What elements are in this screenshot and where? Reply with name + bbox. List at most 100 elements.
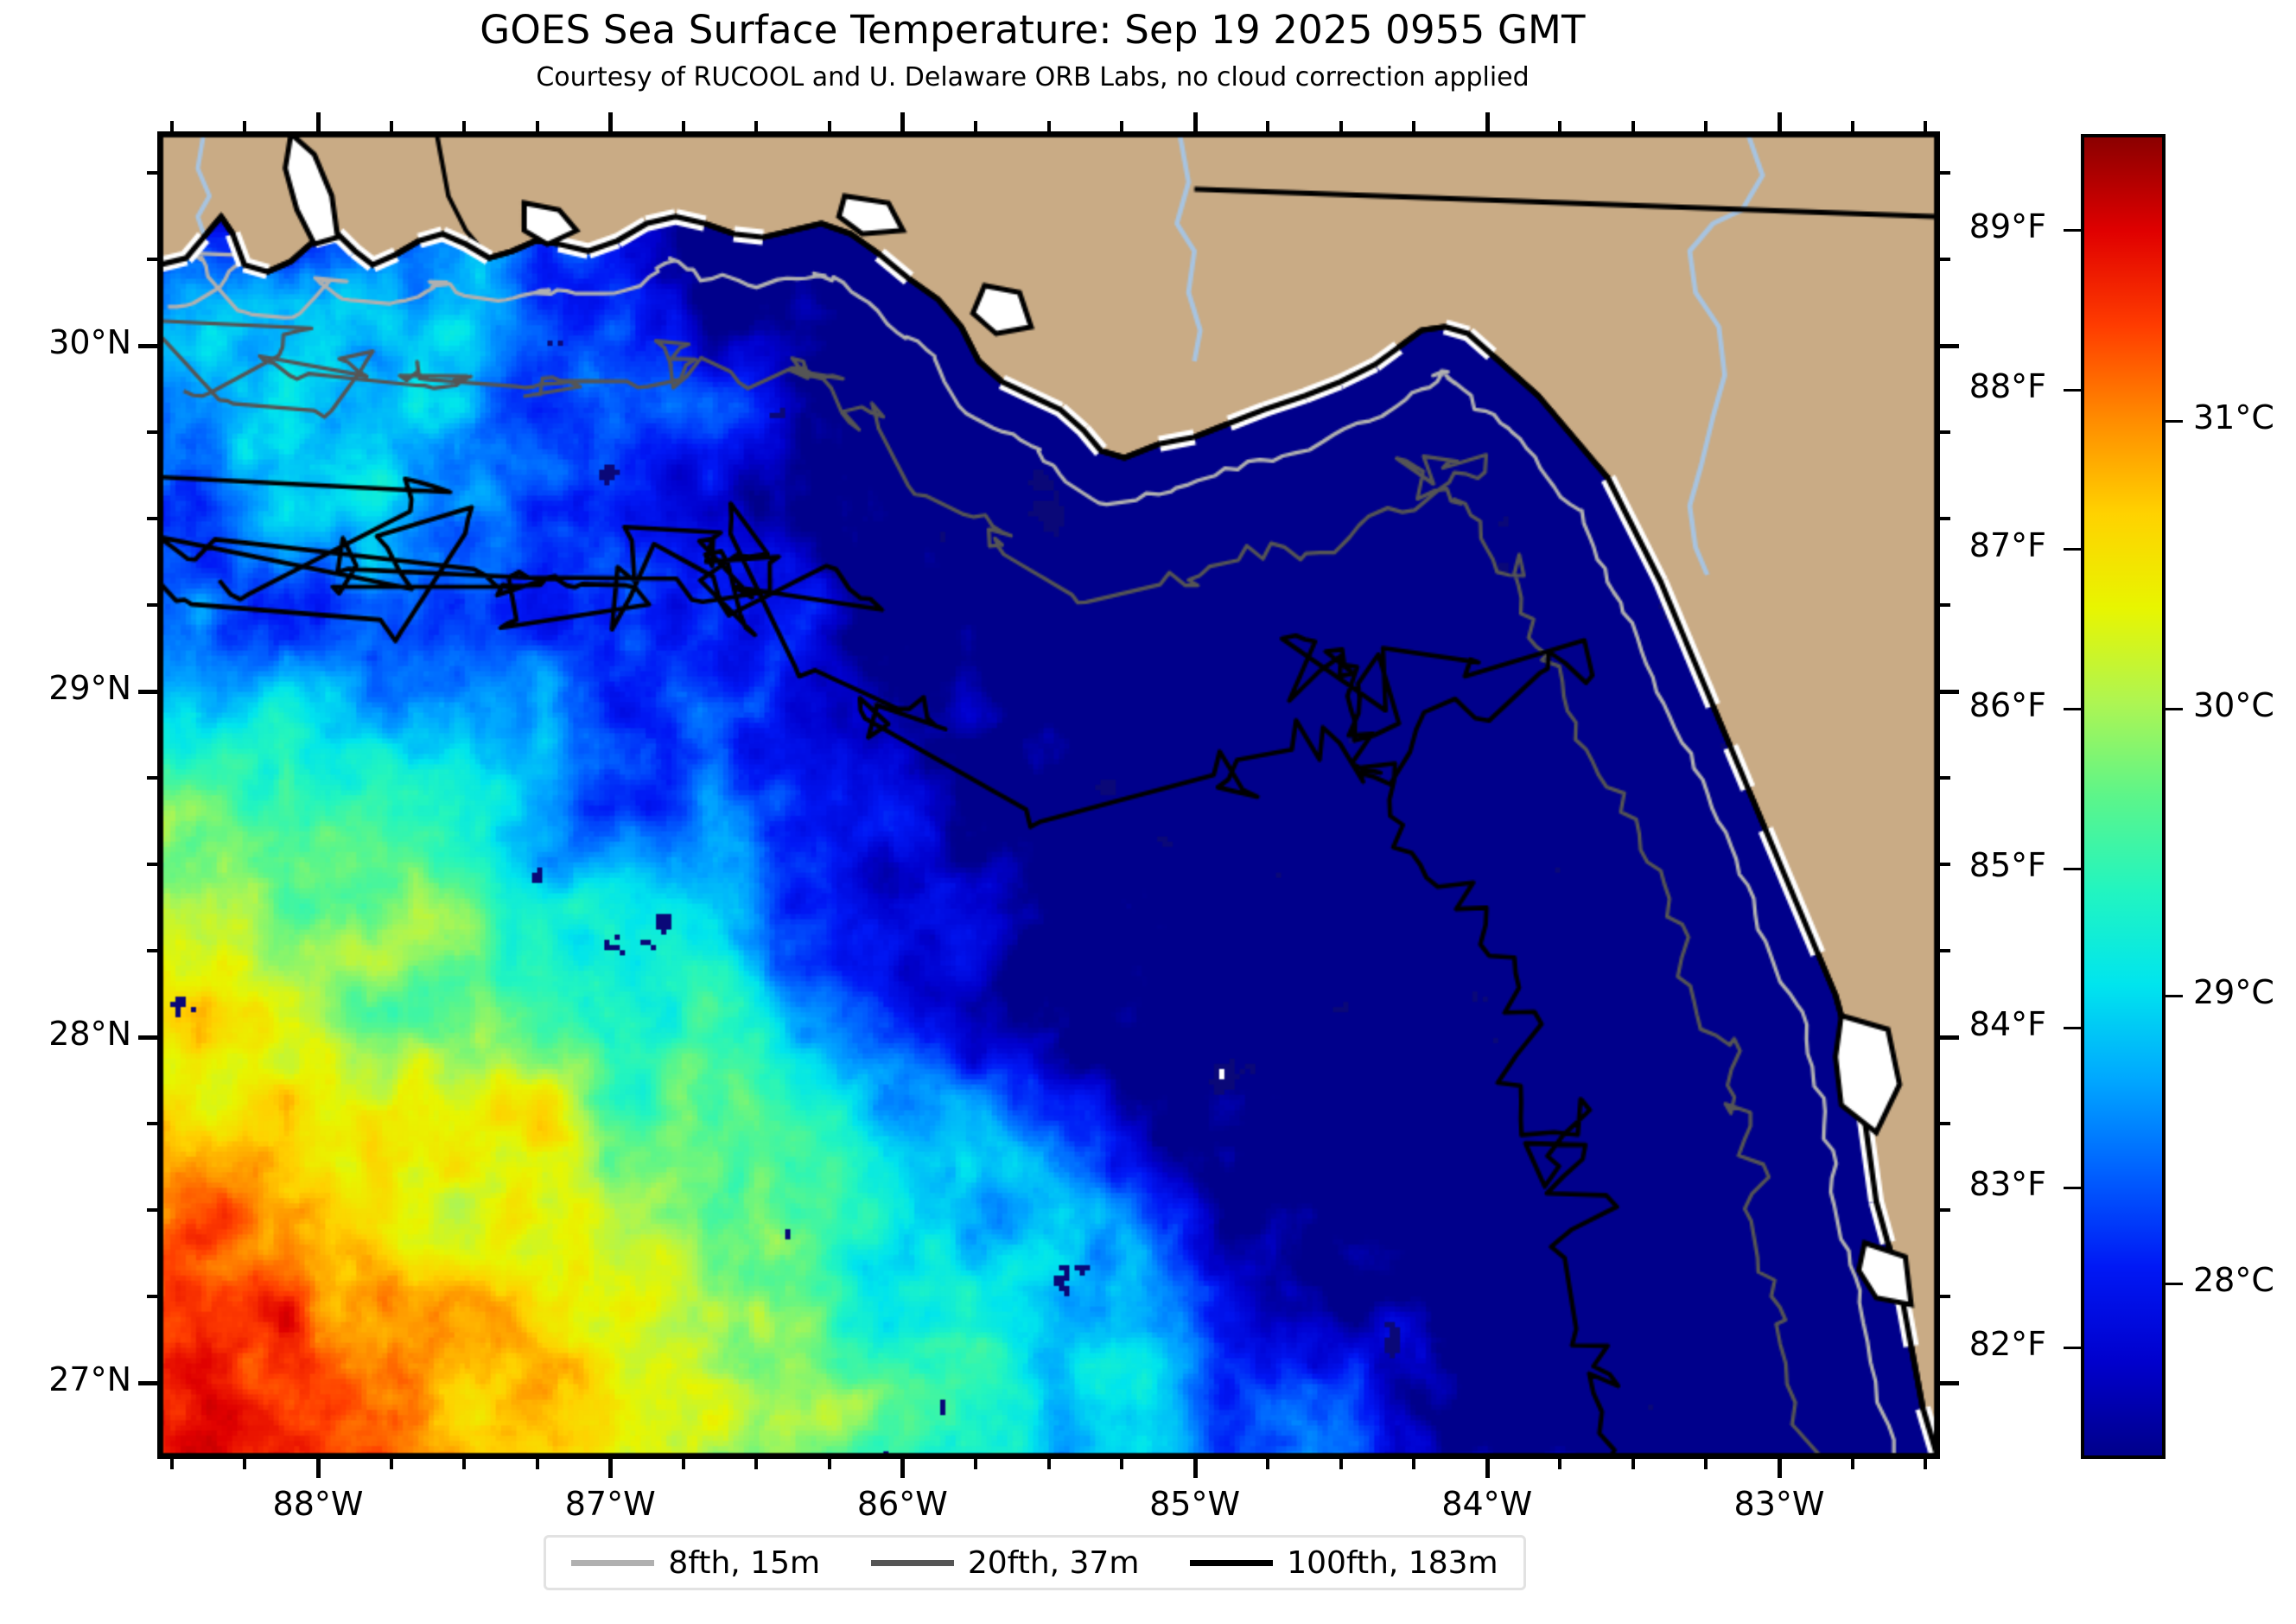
y-tick-minor	[147, 171, 157, 175]
y-tick-minor	[147, 1122, 157, 1125]
latitude-label: 29°N	[48, 669, 131, 707]
x-tick-minor	[169, 1459, 174, 1469]
colorbar-label-fahrenheit: 88°F	[1968, 366, 2046, 405]
colorbar-label-fahrenheit: 89°F	[1968, 207, 2046, 245]
colorbar-label-celsius: 30°C	[2193, 685, 2274, 724]
x-tick-major-top	[316, 112, 321, 131]
y-tick-minor	[147, 430, 157, 434]
map-plot-area[interactable]	[157, 131, 1940, 1459]
x-tick-major-top	[1193, 112, 1198, 131]
x-tick-minor	[1850, 1459, 1854, 1469]
x-tick-minor-top	[1631, 121, 1635, 131]
x-tick-minor-top	[1046, 121, 1051, 131]
y-tick-minor-right	[1940, 1208, 1950, 1212]
x-tick-minor	[462, 1459, 467, 1469]
colorbar-tick-fahrenheit	[2064, 1027, 2081, 1030]
x-tick-minor	[827, 1459, 831, 1469]
y-tick-major-right	[1940, 344, 1959, 348]
x-tick-minor-top	[973, 121, 977, 131]
x-tick-minor-top	[169, 121, 174, 131]
colorbar-tick-fahrenheit	[2064, 1346, 2081, 1349]
colorbar[interactable]	[2081, 134, 2166, 1459]
y-tick-minor-right	[1940, 1122, 1950, 1125]
latitude-label: 30°N	[48, 323, 131, 361]
y-tick-minor	[147, 776, 157, 780]
y-tick-minor	[147, 1295, 157, 1298]
legend-item: 100fth, 183m	[1190, 1545, 1498, 1581]
y-tick-minor-right	[1940, 776, 1950, 780]
y-tick-minor	[147, 517, 157, 520]
x-tick-minor	[1924, 1459, 1928, 1469]
x-tick-major	[1777, 1459, 1782, 1478]
legend-item: 20fth, 37m	[870, 1544, 1140, 1581]
x-tick-minor	[1120, 1459, 1124, 1469]
x-tick-minor	[243, 1459, 247, 1469]
x-tick-minor-top	[1924, 121, 1928, 131]
y-tick-minor-right	[1940, 258, 1950, 261]
page-subtitle: Courtesy of RUCOOL and U. Delaware ORB L…	[536, 62, 1530, 92]
y-tick-minor	[147, 1208, 157, 1212]
colorbar-label-fahrenheit: 84°F	[1968, 1005, 2046, 1044]
colorbar-label-fahrenheit: 86°F	[1968, 685, 2046, 724]
x-tick-minor	[1558, 1459, 1562, 1469]
x-tick-minor-top	[1120, 121, 1124, 131]
x-tick-minor	[754, 1459, 759, 1469]
latitude-label: 27°N	[48, 1360, 131, 1398]
colorbar-tick-celsius	[2166, 707, 2183, 710]
x-tick-major-top	[1777, 112, 1782, 131]
x-tick-major-top	[1485, 112, 1490, 131]
x-tick-major	[900, 1459, 906, 1478]
longitude-label: 86°W	[856, 1485, 948, 1523]
legend-label: 20fth, 37m	[967, 1544, 1140, 1581]
colorbar-label-fahrenheit: 85°F	[1968, 845, 2046, 884]
colorbar-label-fahrenheit: 83°F	[1968, 1165, 2046, 1203]
y-tick-minor-right	[1940, 171, 1950, 175]
colorbar-label-fahrenheit: 87°F	[1968, 526, 2046, 565]
y-tick-minor-right	[1940, 863, 1950, 866]
longitude-label: 83°W	[1733, 1485, 1825, 1523]
x-tick-major	[608, 1459, 614, 1478]
y-tick-minor	[147, 949, 157, 952]
y-tick-minor	[147, 603, 157, 607]
y-tick-minor-right	[1940, 430, 1950, 434]
colorbar-gradient	[2084, 137, 2162, 1455]
x-tick-minor	[1704, 1459, 1708, 1469]
colorbar-tick-fahrenheit	[2064, 707, 2081, 710]
longitude-label: 85°W	[1149, 1485, 1241, 1523]
page-title: GOES Sea Surface Temperature: Sep 19 202…	[480, 7, 1586, 53]
x-tick-minor-top	[1558, 121, 1562, 131]
x-tick-major	[1193, 1459, 1198, 1478]
y-tick-major	[138, 1381, 157, 1385]
x-tick-minor	[681, 1459, 685, 1469]
latitude-label: 28°N	[48, 1015, 131, 1053]
colorbar-tick-celsius	[2166, 995, 2183, 998]
x-tick-minor-top	[827, 121, 831, 131]
colorbar-tick-fahrenheit	[2064, 228, 2081, 232]
x-tick-minor	[1339, 1459, 1343, 1469]
x-tick-major	[1485, 1459, 1490, 1478]
x-tick-minor-top	[1266, 121, 1270, 131]
colorbar-tick-fahrenheit	[2064, 1187, 2081, 1189]
colorbar-tick-fahrenheit	[2064, 867, 2081, 870]
y-tick-minor	[147, 863, 157, 866]
x-tick-minor	[1412, 1459, 1416, 1469]
colorbar-tick-celsius	[2166, 1282, 2183, 1285]
y-tick-minor-right	[1940, 603, 1950, 607]
colorbar-label-celsius: 31°C	[2193, 398, 2274, 437]
y-tick-minor-right	[1940, 949, 1950, 952]
sst-heatmap-canvas	[160, 134, 1937, 1456]
longitude-label: 88°W	[272, 1485, 364, 1523]
x-tick-minor-top	[1339, 121, 1343, 131]
colorbar-tick-fahrenheit	[2064, 548, 2081, 551]
x-tick-major-top	[608, 112, 614, 131]
x-tick-major	[316, 1459, 321, 1478]
y-tick-major	[138, 344, 157, 348]
y-tick-major	[138, 690, 157, 694]
longitude-label: 87°W	[564, 1485, 656, 1523]
legend-line-swatch	[571, 1559, 655, 1566]
x-tick-minor	[1631, 1459, 1635, 1469]
x-tick-minor-top	[535, 121, 539, 131]
y-tick-major-right	[1940, 1381, 1959, 1385]
x-tick-minor	[973, 1459, 977, 1469]
